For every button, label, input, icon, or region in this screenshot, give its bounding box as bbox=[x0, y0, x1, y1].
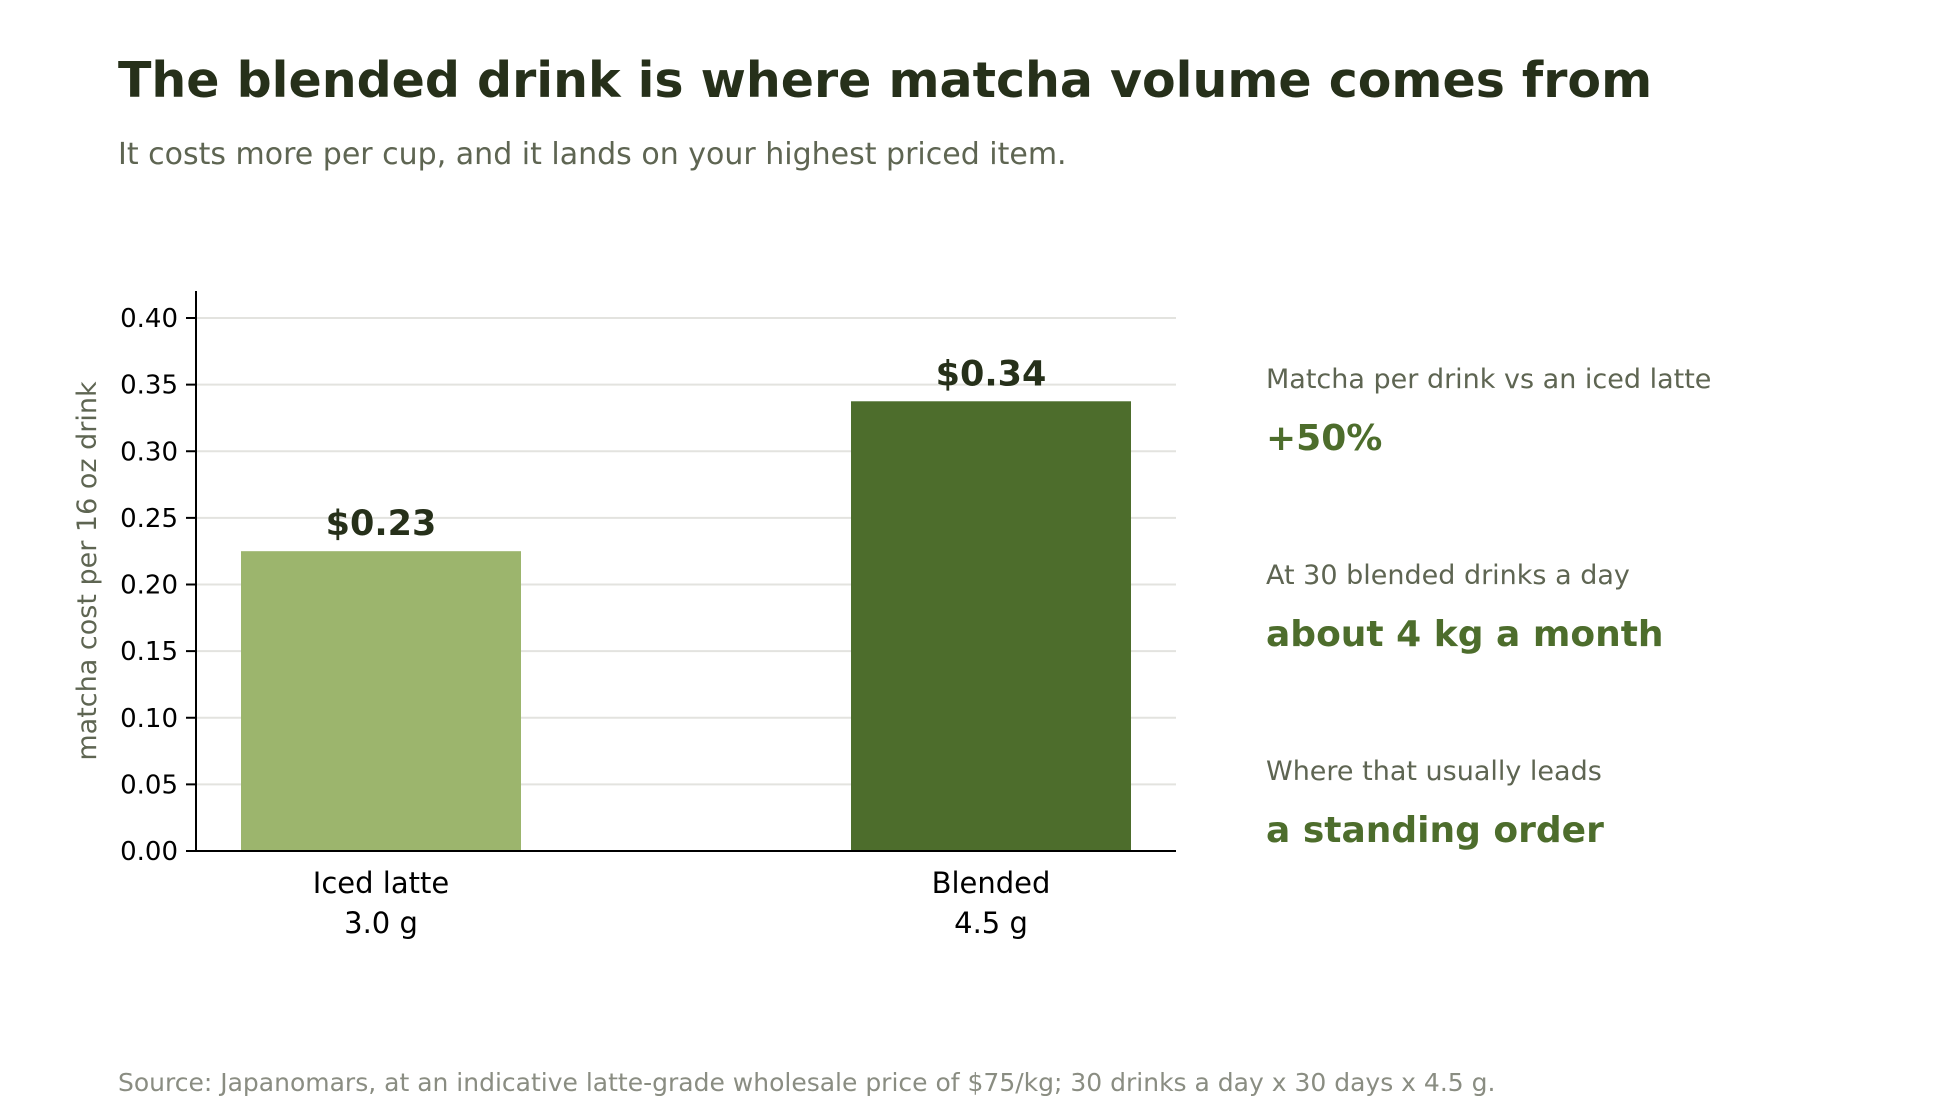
stat-value-outcome: a standing order bbox=[1266, 810, 1604, 851]
bar-blended bbox=[851, 401, 1131, 851]
bar-iced-latte bbox=[241, 551, 521, 851]
data-label: $0.34 bbox=[936, 354, 1047, 394]
stat-label-outcome: Where that usually leads bbox=[1266, 756, 1602, 787]
x-tick-label: Iced latte bbox=[313, 866, 449, 900]
stat-value-increase: +50% bbox=[1266, 418, 1383, 459]
x-tick-label: Blended bbox=[932, 866, 1051, 900]
chart-subtitle: It costs more per cup, and it lands on y… bbox=[118, 137, 1067, 172]
y-tick-label: 0.25 bbox=[120, 504, 178, 534]
source-note: Source: Japanomars, at an indicative lat… bbox=[118, 1068, 1496, 1097]
y-tick-label: 0.15 bbox=[120, 637, 178, 667]
x-tick-sublabel: 3.0 g bbox=[344, 906, 418, 940]
y-tick-label: 0.05 bbox=[120, 770, 178, 800]
x-tick-sublabel: 4.5 g bbox=[954, 906, 1028, 940]
stat-label-monthly: At 30 blended drinks a day bbox=[1266, 560, 1630, 591]
y-tick-label: 0.10 bbox=[120, 704, 178, 734]
data-label: $0.23 bbox=[326, 504, 437, 544]
stat-value-monthly: about 4 kg a month bbox=[1266, 614, 1664, 655]
y-tick-label: 0.00 bbox=[120, 837, 178, 867]
chart-title: The blended drink is where matcha volume… bbox=[118, 52, 1653, 109]
y-tick-label: 0.40 bbox=[120, 304, 178, 334]
y-tick-label: 0.20 bbox=[120, 571, 178, 601]
y-tick-label: 0.30 bbox=[120, 437, 178, 467]
y-axis-label: matcha cost per 16 oz drink bbox=[72, 381, 103, 761]
stat-label-increase: Matcha per drink vs an iced latte bbox=[1266, 364, 1712, 395]
y-tick-label: 0.35 bbox=[120, 371, 178, 401]
